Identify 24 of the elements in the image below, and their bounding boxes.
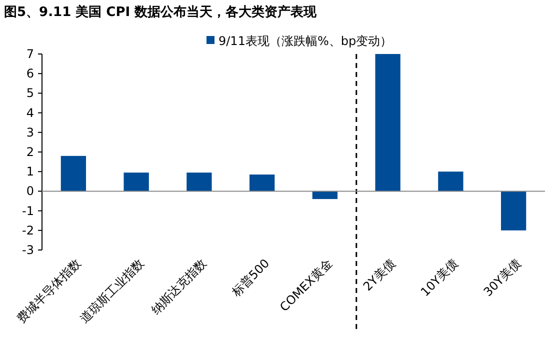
y-tick-label: 5: [26, 86, 34, 100]
y-tick-label: -2: [22, 223, 34, 238]
y-tick-label: 4: [26, 106, 34, 120]
x-tick-label: 标普500: [228, 256, 272, 300]
chart-title: 图5、9.11 美国 CPI 数据公布当天，各大类资产表现: [4, 4, 318, 20]
bar: [60, 156, 86, 192]
y-tick-label: 1: [26, 164, 34, 179]
x-tick-label: 纳斯达克指数: [148, 256, 210, 318]
bar: [249, 174, 275, 192]
y-tick-label: 7: [26, 47, 34, 61]
bar: [438, 172, 464, 192]
y-tick-label: 2: [26, 145, 34, 159]
bar: [375, 54, 400, 192]
y-tick-label: -3: [22, 243, 34, 257]
legend-label: 9/11表现（涨跌幅%、bp变动）: [218, 34, 392, 48]
y-tick-label: -1: [22, 204, 34, 218]
y-tick-label: 6: [26, 66, 34, 81]
x-tick-label: 2Y美债: [360, 256, 398, 294]
bar: [124, 172, 149, 192]
bar: [186, 172, 212, 192]
bar: [500, 191, 526, 230]
y-tick-label: 3: [26, 125, 34, 140]
bar: [312, 191, 338, 200]
y-tick-label: 0: [26, 184, 34, 198]
